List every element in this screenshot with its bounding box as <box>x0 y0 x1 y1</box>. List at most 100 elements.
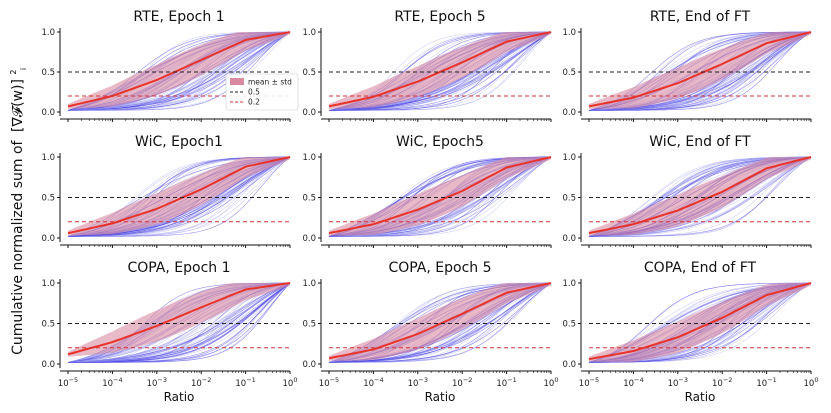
y-tick-label: 1.0 <box>41 153 55 163</box>
layer-curve <box>67 31 291 111</box>
y-tick-label: 0.5 <box>302 68 316 78</box>
layer-curve <box>589 31 812 111</box>
layer-curve <box>68 156 291 237</box>
mean-line <box>67 31 291 108</box>
layer-curve <box>67 282 291 363</box>
y-tick-label: 1.0 <box>302 279 316 289</box>
layer-curve <box>67 156 291 237</box>
legend-label: 0.2 <box>248 98 260 107</box>
panel-title: WiC, Epoch5 <box>396 134 484 150</box>
x-tick-label: 10−2 <box>452 376 472 389</box>
panel-title: RTE, Epoch 1 <box>133 9 224 25</box>
layer-curve <box>589 156 812 237</box>
layer-curve <box>67 282 291 363</box>
y-axis-label-math: [∇𝓕(w)] <box>10 79 26 132</box>
y-tick-label: 0.5 <box>41 320 55 330</box>
y-tick-label: 0.5 <box>302 194 316 204</box>
std-band <box>589 32 811 109</box>
layer-curve <box>67 156 291 237</box>
layer-curve <box>328 282 552 363</box>
y-tick-label: 1.0 <box>562 279 576 289</box>
y-axis-label-text: Cumulative normalized sum of <box>10 139 26 354</box>
panel-7: COPA, Epoch 1 0.0 0.5 1.0 10−5 10−4 10−3 10−2 10… <box>41 260 297 404</box>
y-axis-label-sup: 2 <box>9 70 18 75</box>
std-band <box>329 32 551 109</box>
layer-curve <box>67 31 291 111</box>
panel-8: COPA, Epoch 5 0.0 0.5 1.0 10−5 10−4 10−3 10−2 10… <box>302 260 558 404</box>
y-tick-label: 1.0 <box>562 28 576 38</box>
y-axis-label: Cumulative normalized sum of [∇𝓕(w)] 2 i <box>4 65 28 355</box>
layer-curve <box>588 31 812 111</box>
x-tick-label: 100 <box>804 376 819 389</box>
y-tick-label: 0.5 <box>562 68 576 78</box>
y-tick-label: 0.0 <box>41 234 55 244</box>
y-tick-label: 0.0 <box>562 360 576 370</box>
layer-curve <box>67 282 291 363</box>
std-band <box>329 283 551 361</box>
panel-3: RTE, End of FT 0.0 0.5 1.0 <box>562 9 812 122</box>
layer-curve <box>588 156 812 237</box>
x-tick-label: 10−1 <box>496 376 516 389</box>
y-tick-label: 0.0 <box>562 108 576 118</box>
y-tick-label: 0.5 <box>302 320 316 330</box>
layer-curve <box>67 156 291 237</box>
layer-curve <box>68 156 291 237</box>
layer-curve <box>589 31 812 111</box>
y-tick-label: 0.5 <box>562 320 576 330</box>
x-tick-label: 10−4 <box>363 376 383 389</box>
y-tick-label: 1.0 <box>562 153 576 163</box>
layer-curve <box>329 156 552 237</box>
x-tick-label: 10−5 <box>579 376 599 389</box>
panel-5: WiC, Epoch5 0.0 0.5 1.0 <box>302 134 552 248</box>
layer-curve <box>67 282 291 363</box>
layer-curve <box>67 31 291 111</box>
layer-curve <box>588 156 812 237</box>
layer-curve <box>328 156 552 237</box>
panel-title: RTE, End of FT <box>650 9 751 25</box>
panel-2: RTE, Epoch 5 0.0 0.5 1.0 <box>302 9 552 122</box>
layer-curve <box>328 156 552 237</box>
panel-title: WiC, End of FT <box>649 134 751 150</box>
y-tick-label: 0.0 <box>562 234 576 244</box>
y-tick-label: 0.0 <box>302 360 316 370</box>
layer-curve <box>67 31 291 111</box>
layer-curve <box>329 31 552 111</box>
layer-curve <box>68 31 291 111</box>
panel-6: WiC, End of FT 0.0 0.5 1.0 <box>562 134 812 248</box>
x-axis-label: Ratio <box>164 390 195 404</box>
panel-title: WiC, Epoch1 <box>135 134 223 150</box>
x-axis-label: Ratio <box>425 390 456 404</box>
panel-4: WiC, Epoch1 0.0 0.5 1.0 <box>41 134 291 248</box>
x-axis-label: Ratio <box>685 390 716 404</box>
legend-swatch-band <box>230 78 244 85</box>
x-tick-label: 10−4 <box>623 376 643 389</box>
std-band <box>68 157 290 236</box>
y-tick-label: 0.5 <box>562 194 576 204</box>
layer-curve <box>588 156 812 237</box>
x-tick-label: 10−5 <box>58 376 78 389</box>
x-tick-label: 10−5 <box>319 376 339 389</box>
layer-curve <box>68 31 291 111</box>
x-tick-label: 10−1 <box>235 376 255 389</box>
y-tick-label: 1.0 <box>302 153 316 163</box>
x-tick-label: 10−2 <box>712 376 732 389</box>
y-tick-label: 0.5 <box>41 194 55 204</box>
layer-curve <box>328 31 552 111</box>
mean-line <box>67 282 291 356</box>
x-tick-label: 100 <box>544 376 559 389</box>
x-tick-label: 10−4 <box>102 376 122 389</box>
x-tick-label: 10−3 <box>668 376 688 389</box>
layer-curve <box>67 31 291 111</box>
layer-curve <box>328 31 552 111</box>
layer-curve <box>328 282 552 363</box>
layer-curve <box>68 31 291 111</box>
layer-curve <box>329 31 552 111</box>
y-tick-label: 0.0 <box>302 234 316 244</box>
legend-label: 0.5 <box>248 88 260 97</box>
y-axis-label-sub: i <box>19 68 28 70</box>
mean-line <box>67 156 291 235</box>
